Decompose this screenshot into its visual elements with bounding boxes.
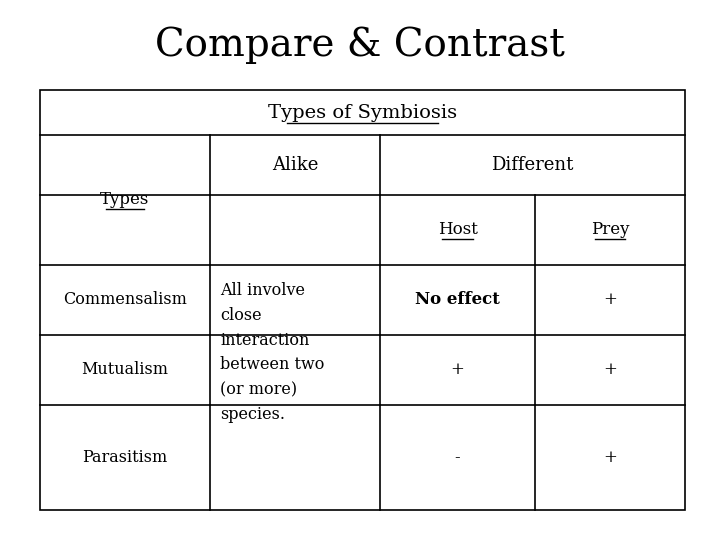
Text: Types: Types [100,192,150,208]
Text: +: + [603,449,617,466]
Text: Host: Host [438,221,477,239]
Text: Compare & Contrast: Compare & Contrast [155,26,565,64]
Bar [40,90,685,510]
Text: Commensalism: Commensalism [63,292,187,308]
Text: Alike: Alike [272,156,318,174]
Text: +: + [451,361,464,379]
Text: +: + [603,361,617,379]
Text: Mutualism: Mutualism [81,361,168,379]
Text: All involve
close
interaction
between two
(or more)
species.: All involve close interaction between tw… [220,282,325,423]
Text: Prey: Prey [590,221,629,239]
Text: Types of Symbiosis: Types of Symbiosis [268,104,457,122]
Text: -: - [455,449,460,466]
Text: Different: Different [491,156,574,174]
Text: No effect: No effect [415,292,500,308]
Text: +: + [603,292,617,308]
Text: Parasitism: Parasitism [82,449,168,466]
